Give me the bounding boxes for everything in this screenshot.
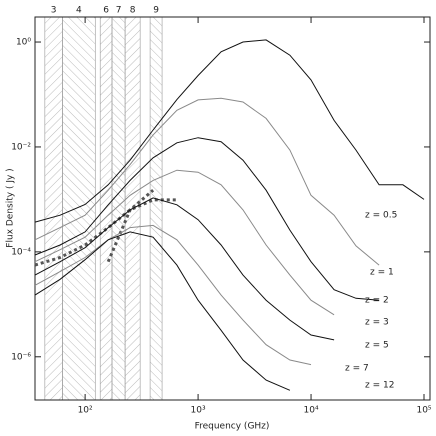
x-tick-label: 10² (78, 406, 93, 416)
sed-line (34, 137, 380, 301)
y-tick-label: 10⁰ (16, 38, 31, 48)
x-axis-label: Frequency (GHz) (195, 422, 270, 432)
y-tick-label: 10⁻⁶ (11, 352, 31, 362)
band-label: 7 (116, 6, 122, 16)
series-label: z = 1 (370, 268, 394, 278)
y-tick-label: 10⁻² (11, 142, 31, 152)
bands (44, 16, 163, 401)
band-label: 6 (103, 6, 109, 16)
y-axis-label: Flux Density ( Jy ) (6, 168, 16, 247)
band-label: 9 (153, 6, 159, 16)
band-label: 8 (130, 6, 136, 16)
plot-frame (34, 16, 431, 401)
band (149, 16, 163, 401)
series-label: z = 7 (345, 364, 369, 374)
band-label: 3 (51, 6, 57, 16)
sed-line (34, 39, 425, 223)
band (111, 16, 126, 401)
sed-line (34, 224, 312, 366)
sed-line (34, 97, 380, 266)
dotted-line (34, 198, 177, 267)
x-tick-label: 10⁴ (304, 406, 319, 416)
band (62, 16, 96, 401)
band-label: 4 (76, 6, 82, 16)
band (44, 16, 63, 401)
series-label: z = 12 (365, 381, 394, 391)
series-label: z = 3 (365, 318, 389, 328)
series-label: z = 2 (365, 296, 389, 306)
band (99, 16, 113, 401)
sed-line (34, 197, 335, 341)
sed-line (34, 231, 291, 391)
y-tick-label: 10⁻⁴ (11, 247, 31, 257)
x-tick-label: 10⁵ (416, 406, 431, 416)
x-tick-label: 10³ (191, 406, 206, 416)
sed-line (34, 169, 335, 316)
series-label: z = 5 (365, 341, 389, 351)
series-label: z = 0.5 (365, 211, 397, 221)
